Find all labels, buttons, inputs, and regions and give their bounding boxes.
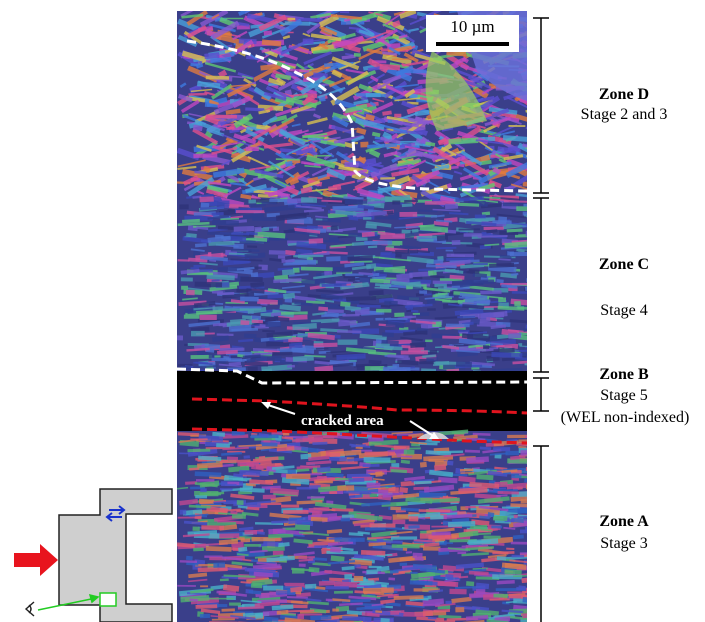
scale-bar: 10 µm [426,15,519,52]
zone-b-title: Zone B [599,366,649,383]
cracked-area-label: cracked area [301,413,384,429]
zone-d-stage: Stage 2 and 3 [580,106,668,123]
ebsd-micrograph: 10 µm cracked area [177,11,527,622]
viewer-eye-icon [24,601,35,617]
zone-a-stage: Stage 3 [600,535,648,552]
zone-b-note: (WEL non-indexed) [560,409,690,426]
zone-c-stage: Stage 4 [600,302,648,319]
specimen-schematic [14,488,173,622]
scale-bar-label: 10 µm [450,17,495,36]
view-direction-arrow [37,593,100,611]
zone-a-title: Zone A [599,513,649,530]
specimen-shape [58,488,173,622]
load-arrow-icon [14,544,58,576]
zone-b-stage: Stage 5 [600,387,648,404]
observation-window [99,592,117,607]
scale-bar-line [436,42,509,46]
zone-d-title: Zone D [598,86,650,103]
zone-c-title: Zone C [598,256,650,273]
shear-direction-icon [105,505,126,522]
